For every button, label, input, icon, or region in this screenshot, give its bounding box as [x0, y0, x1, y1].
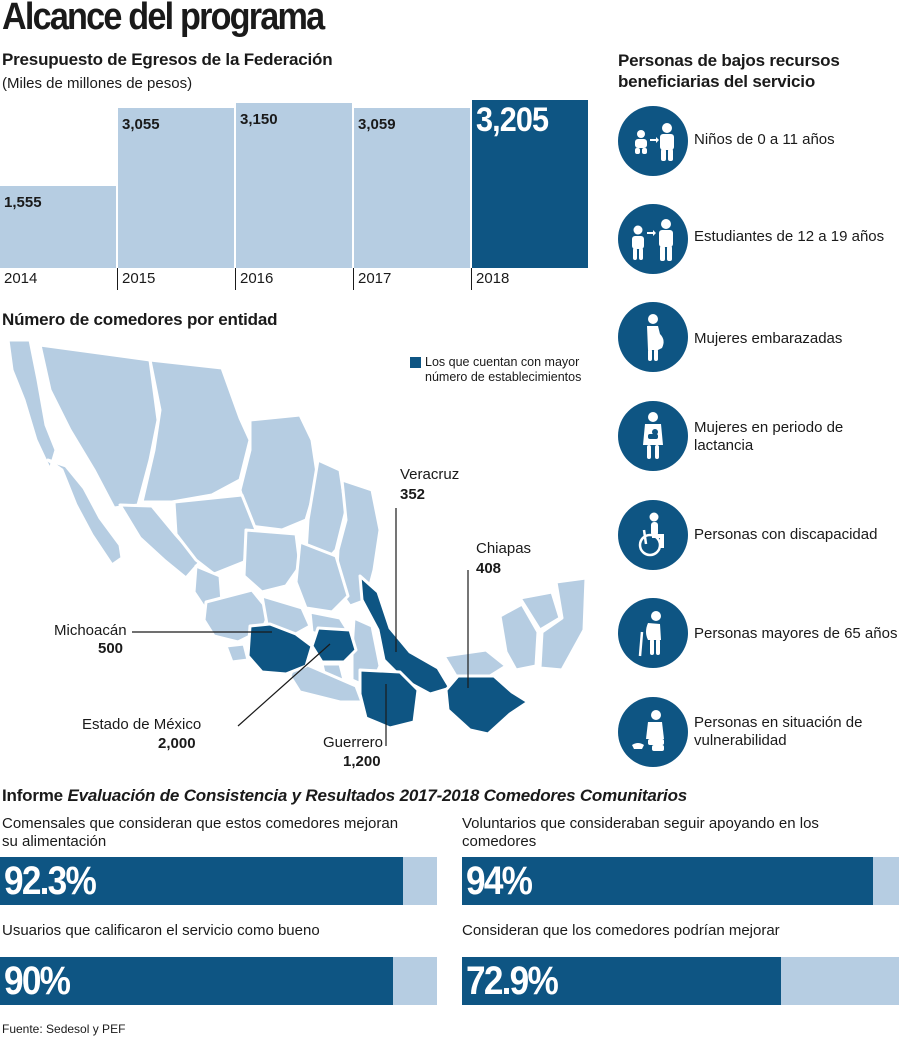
map-state-san-luis-potosi — [294, 540, 350, 614]
evaluation-value-1: 92.3% — [4, 859, 97, 903]
map-state-sonora — [38, 343, 160, 510]
budget-value-2015: 3,055 — [122, 116, 160, 133]
state-label-veracruz: Veracruz — [400, 466, 460, 483]
beneficiary-label-pregnant: Mujeres embarazadas — [694, 330, 843, 347]
evaluation-title: Informe Evaluación de Consistencia y Res… — [2, 786, 688, 805]
budget-year-divider — [471, 268, 472, 290]
budget-year-divider — [235, 268, 236, 290]
state-label-guerrero: Guerrero — [323, 734, 384, 751]
map-state-veracruz — [358, 574, 452, 696]
budget-bar-2017 — [354, 108, 470, 268]
map-state-guerrero-coast — [288, 658, 364, 704]
budget-year-divider — [117, 268, 118, 290]
map-state-durango — [172, 493, 258, 576]
beneficiary-label-elderly: Personas mayores de 65 años — [694, 625, 898, 642]
evaluation-question-1: Comensales que consideran que estos come… — [2, 815, 399, 850]
budget-bar-2018 — [472, 100, 588, 268]
beneficiaries-title: Personas de bajos recursos beneficiarias… — [618, 51, 840, 91]
beneficiary-label-breastfeeding: Mujeres en periodo de lactancia — [694, 419, 844, 454]
map-state-baja-california-sur — [46, 458, 124, 567]
callout-estado-de-mexico — [237, 643, 331, 727]
budget-bar-2014 — [0, 186, 116, 268]
evaluation-question-3: Usuarios que calificaron el servicio com… — [2, 922, 320, 939]
evaluation-value-2: 94% — [466, 859, 533, 903]
pregnant-woman-icon — [618, 302, 688, 372]
budget-bar-chart: 1,555 2014 3,055 2015 3,150 2016 3,059 2017 3,20… — [0, 100, 592, 290]
page-title: Alcance del programa — [2, 0, 325, 38]
map-state-tamaulipas — [334, 478, 382, 608]
evaluation-question-4: Consideran que los comedores podrían mej… — [462, 922, 780, 939]
elderly-person-icon — [618, 598, 688, 668]
map-state-sinaloa — [118, 503, 202, 580]
evaluation-bar-fill-2 — [462, 857, 873, 905]
vulnerable-person-icon — [618, 697, 688, 767]
beneficiary-label-students: Estudiantes de 12 a 19 años — [694, 228, 885, 245]
budget-year-2016: 2016 — [240, 270, 274, 287]
evaluation-bar-fill-4 — [462, 957, 781, 1005]
evaluation-bar-fill-1 — [0, 857, 404, 905]
map-state-quintana-roo — [538, 576, 588, 672]
beneficiary-label-disability: Personas con discapacidad — [694, 526, 878, 543]
budget-value-2016: 3,150 — [240, 111, 278, 128]
evaluation-bar-4: 72.9% — [462, 957, 899, 1005]
evaluation-bar-3: 90% — [0, 957, 437, 1005]
budget-value-2018: 3,205 — [476, 101, 549, 139]
budget-year-2018: 2018 — [476, 270, 510, 287]
map-state-coahuila — [238, 413, 320, 532]
map-state-guerrero — [358, 668, 420, 730]
evaluation-bar-1: 92.3% — [0, 857, 437, 905]
legend-swatch — [410, 357, 421, 368]
state-label-michoacan: Michoacán — [54, 622, 127, 639]
budget-year-2015: 2015 — [122, 270, 156, 287]
map-state-chiapas — [444, 674, 530, 736]
budget-chart-title: Presupuesto de Egresos de la Federación — [2, 50, 333, 69]
map-state-zacatecas — [242, 528, 302, 594]
budget-year-divider — [353, 268, 354, 290]
map-state-baja-california — [6, 338, 58, 472]
budget-value-2017: 3,059 — [358, 116, 396, 133]
beneficiary-label-children: Niños de 0 a 11 años — [694, 131, 835, 148]
map-state-chihuahua — [140, 358, 252, 504]
children-icon — [618, 106, 688, 176]
evaluation-question-2: Voluntarios que consideraban seguir apoy… — [462, 815, 819, 850]
budget-year-2017: 2017 — [358, 270, 392, 287]
beneficiary-label-vulnerable: Personas en situación de vulnerabilidad — [694, 714, 863, 749]
evaluation-value-3: 90% — [4, 959, 71, 1003]
budget-year-2014: 2014 — [4, 270, 38, 287]
state-label-chiapas: Chiapas — [476, 540, 532, 557]
state-value-veracruz: 352 — [400, 486, 426, 503]
mexico-map — [6, 338, 588, 746]
map-legend: Los que cuentan con mayor número de esta… — [425, 355, 582, 384]
students-icon — [618, 204, 688, 274]
wheelchair-icon — [618, 500, 688, 570]
budget-bar-2015 — [118, 108, 234, 268]
state-value-guerrero: 1,200 — [343, 753, 381, 770]
breastfeeding-woman-icon — [618, 401, 688, 471]
state-value-michoacan: 500 — [98, 640, 124, 657]
evaluation-bar-fill-3 — [0, 957, 394, 1005]
evaluation-value-4: 72.9% — [466, 959, 559, 1003]
budget-value-2014: 1,555 — [4, 194, 42, 211]
map-state-colima — [224, 642, 250, 664]
map-state-tabasco — [442, 648, 508, 678]
evaluation-bar-2: 94% — [462, 857, 899, 905]
source-note: Fuente: Sedesol y PEF — [2, 1022, 126, 1036]
budget-bar-2016 — [236, 103, 352, 268]
map-title: Número de comedores por entidad — [2, 310, 278, 329]
map-state-estado-de-mexico — [310, 626, 358, 664]
budget-chart-subtitle: (Miles de millones de pesos) — [2, 75, 193, 92]
state-value-estado-de-mexico: 2,000 — [158, 735, 196, 752]
state-value-chiapas: 408 — [476, 560, 502, 577]
state-label-estado-de-mexico: Estado de México — [82, 716, 202, 733]
